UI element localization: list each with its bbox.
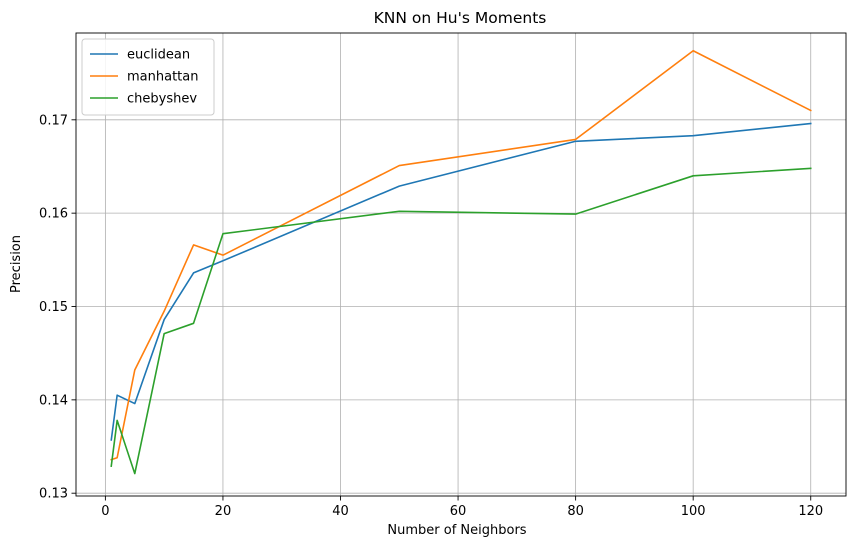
chart-title: KNN on Hu's Moments [374,9,547,27]
legend-label-chebyshev: chebyshev [127,92,197,107]
y-tick-label: 0.15 [39,300,68,315]
x-axis-label: Number of Neighbors [387,523,526,538]
y-axis-label: Precision [9,235,24,293]
series-line-manhattan [110,49,812,461]
x-tick-label: 120 [798,504,823,519]
series-line-euclidean [110,122,812,441]
x-tick-label: 40 [332,504,349,519]
y-tick-label: 0.14 [39,393,68,408]
legend: euclidean manhattan chebyshev [81,38,215,116]
grid-lines [76,33,846,496]
x-tick-label: 80 [567,504,584,519]
series-line-chebyshev [110,167,812,475]
y-tick-label: 0.16 [39,207,68,222]
legend-label-euclidean: euclidean [127,48,190,63]
plot-frame [75,32,847,497]
axis-ticks: 0 20 40 60 80 100 120 0.13 0.14 0.15 0.16 0.17 [39,113,823,519]
x-tick-label: 60 [450,504,467,519]
y-tick-label: 0.13 [39,487,68,502]
y-tick-label: 0.17 [39,113,68,128]
x-tick-label: 20 [215,504,232,519]
x-tick-label: 100 [681,504,706,519]
legend-box [81,38,215,116]
plot-series [110,49,812,475]
legend-label-manhattan: manhattan [127,70,198,85]
x-tick-label: 0 [101,504,109,519]
